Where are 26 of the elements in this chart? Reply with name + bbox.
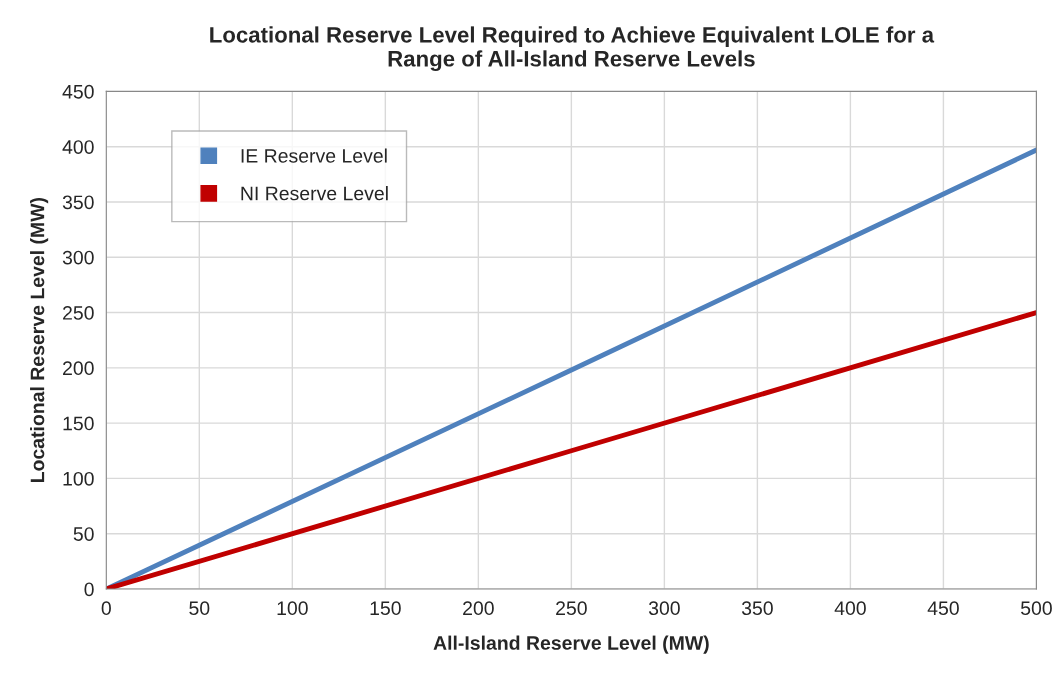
y-tick-label: 150 xyxy=(63,416,94,431)
legend-label: NI Reserve Level xyxy=(241,186,388,201)
x-tick-label: 150 xyxy=(370,601,401,616)
x-tick-label: 250 xyxy=(556,601,587,616)
x-tick-label: 450 xyxy=(927,601,959,616)
x-tick-label: 500 xyxy=(1020,601,1052,616)
x-tick-label: 50 xyxy=(189,601,210,616)
x-tick-label: 0 xyxy=(101,601,111,616)
x-tick-label: 200 xyxy=(463,601,494,616)
y-tick-label: 50 xyxy=(73,527,94,541)
x-tick-label: 300 xyxy=(648,601,680,616)
x-tick-label: 350 xyxy=(741,601,773,616)
x-axis-title: All-Island Reserve Level (MW) xyxy=(433,635,709,654)
y-tick-label: 300 xyxy=(62,250,94,265)
y-tick-label: 250 xyxy=(63,306,94,320)
x-tick-label: 100 xyxy=(277,601,308,616)
y-tick-label: 100 xyxy=(63,471,94,486)
chart-title: Locational Reserve Level Required to Achieve Equivalent LOLE for a Range of All-Island Reserve Levels xyxy=(210,26,935,72)
y-axis-title: Locational Reserve Level (MW) xyxy=(30,197,49,483)
y-tick-label: 400 xyxy=(62,140,94,154)
y-tick-label: 450 xyxy=(62,84,94,99)
y-tick-label: 200 xyxy=(63,361,94,376)
y-tick-label: 0 xyxy=(84,582,94,597)
legend-label: IE Reserve Level xyxy=(241,148,387,163)
x-tick-label: 400 xyxy=(834,601,866,616)
y-tick-label: 350 xyxy=(62,195,94,210)
